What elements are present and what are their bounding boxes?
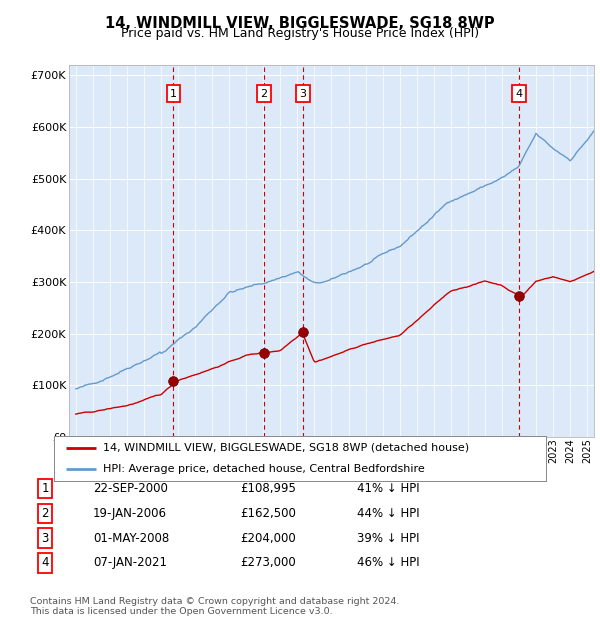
Text: 39% ↓ HPI: 39% ↓ HPI <box>357 532 419 544</box>
Text: Price paid vs. HM Land Registry's House Price Index (HPI): Price paid vs. HM Land Registry's House … <box>121 27 479 40</box>
Text: 1: 1 <box>41 482 49 495</box>
Text: 14, WINDMILL VIEW, BIGGLESWADE, SG18 8WP: 14, WINDMILL VIEW, BIGGLESWADE, SG18 8WP <box>105 16 495 30</box>
Text: 19-JAN-2006: 19-JAN-2006 <box>93 507 167 520</box>
Text: £162,500: £162,500 <box>240 507 296 520</box>
Text: 3: 3 <box>41 532 49 544</box>
Text: Contains HM Land Registry data © Crown copyright and database right 2024.: Contains HM Land Registry data © Crown c… <box>30 597 400 606</box>
Text: 46% ↓ HPI: 46% ↓ HPI <box>357 557 419 569</box>
Text: 07-JAN-2021: 07-JAN-2021 <box>93 557 167 569</box>
Text: HPI: Average price, detached house, Central Bedfordshire: HPI: Average price, detached house, Cent… <box>103 464 425 474</box>
Text: £273,000: £273,000 <box>240 557 296 569</box>
Text: 41% ↓ HPI: 41% ↓ HPI <box>357 482 419 495</box>
Text: 4: 4 <box>41 557 49 569</box>
Text: 01-MAY-2008: 01-MAY-2008 <box>93 532 169 544</box>
Text: 1: 1 <box>170 89 177 99</box>
Text: 4: 4 <box>516 89 523 99</box>
Text: £204,000: £204,000 <box>240 532 296 544</box>
Text: 2: 2 <box>41 507 49 520</box>
Text: 3: 3 <box>299 89 307 99</box>
Text: 2: 2 <box>260 89 268 99</box>
Text: 22-SEP-2000: 22-SEP-2000 <box>93 482 168 495</box>
Text: 44% ↓ HPI: 44% ↓ HPI <box>357 507 419 520</box>
Text: £108,995: £108,995 <box>240 482 296 495</box>
Text: 14, WINDMILL VIEW, BIGGLESWADE, SG18 8WP (detached house): 14, WINDMILL VIEW, BIGGLESWADE, SG18 8WP… <box>103 443 469 453</box>
Text: This data is licensed under the Open Government Licence v3.0.: This data is licensed under the Open Gov… <box>30 607 332 616</box>
